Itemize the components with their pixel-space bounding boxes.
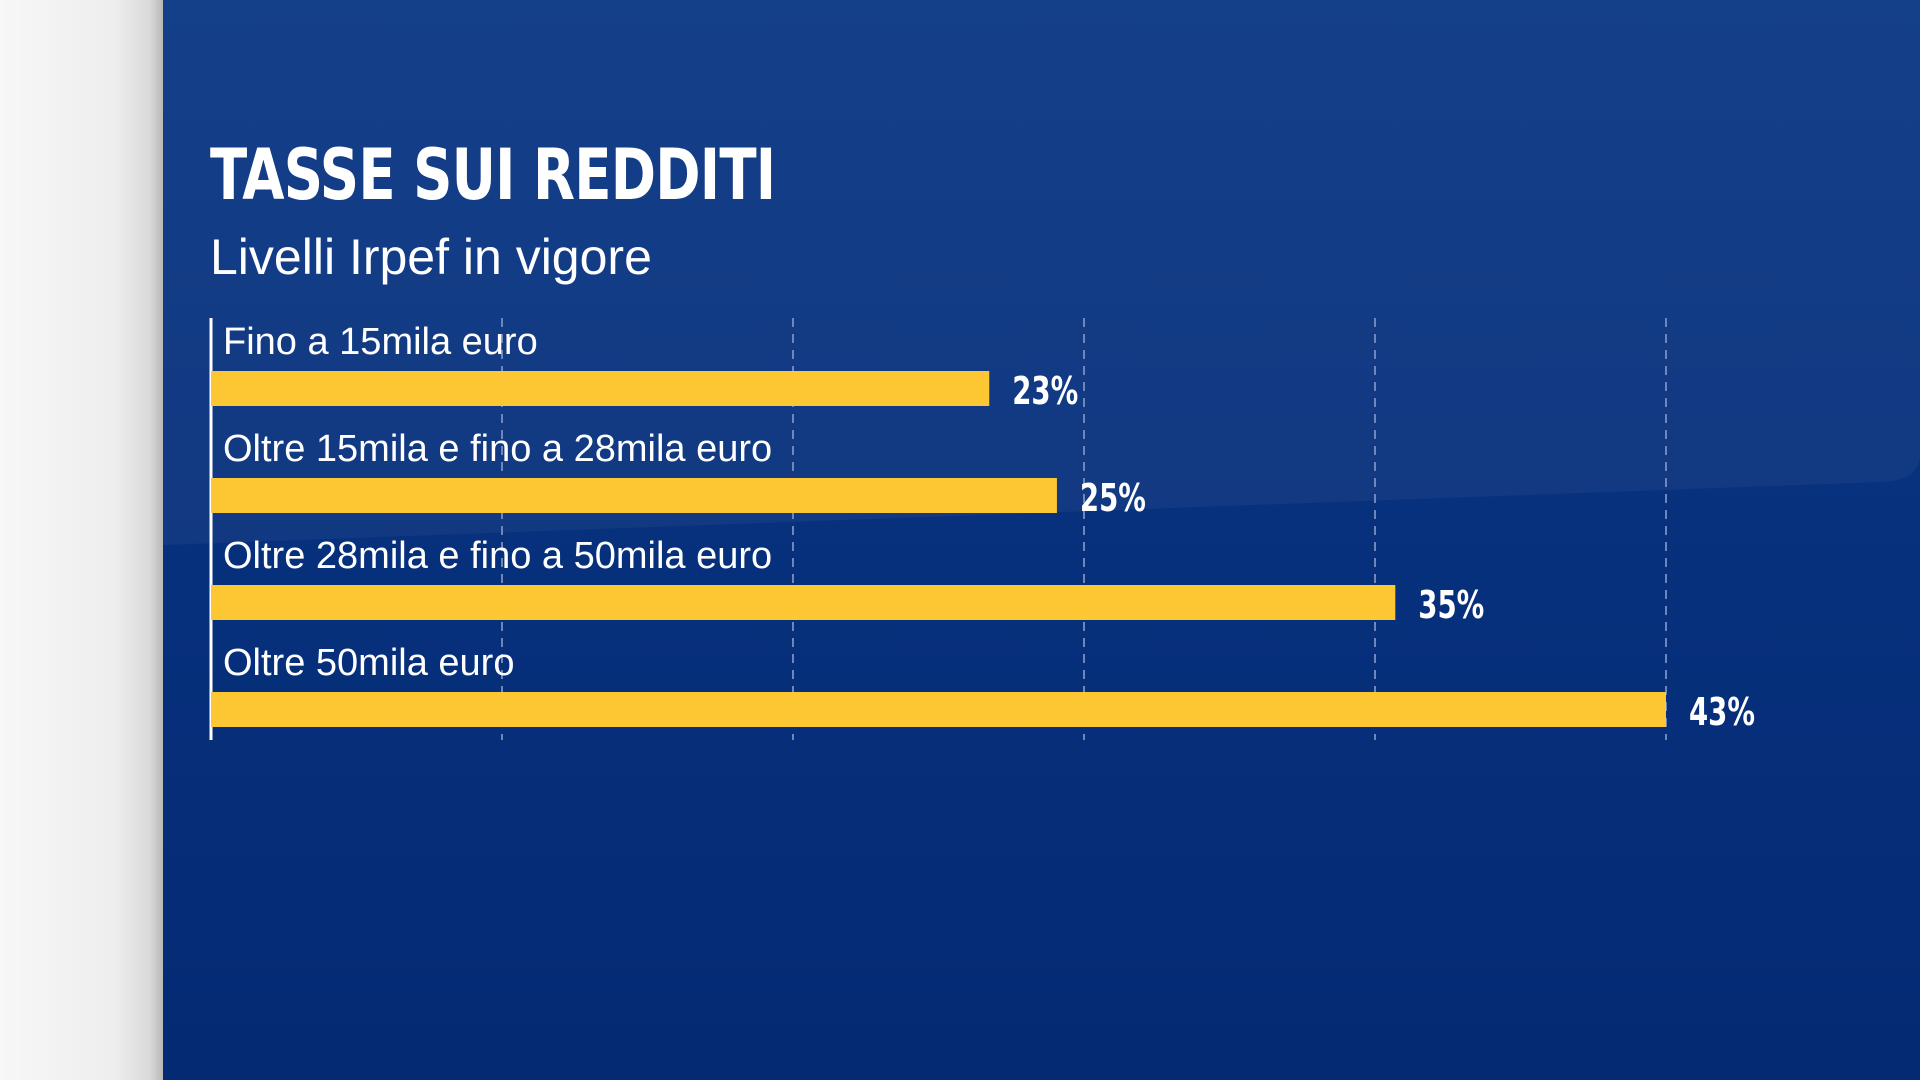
- value-label: 25%: [1080, 476, 1146, 520]
- side-panel: [0, 0, 163, 1080]
- category-label: Oltre 50mila euro: [223, 642, 514, 684]
- bar: [211, 692, 1666, 727]
- category-label: Oltre 28mila e fino a 50mila euro: [223, 535, 772, 577]
- chart-title: TASSE SUI REDDITI: [210, 134, 776, 216]
- bars: Fino a 15mila euro 23% Oltre 15mila e fino…: [211, 321, 1755, 734]
- bar: [211, 585, 1396, 620]
- value-label: 23%: [1012, 369, 1078, 413]
- bar-row: Oltre 15mila e fino a 28mila euro 25%: [211, 428, 1146, 520]
- bar: [211, 478, 1057, 513]
- value-label: 35%: [1418, 583, 1484, 627]
- chart-subtitle: Livelli Irpef in vigore: [210, 229, 652, 285]
- category-label: Fino a 15mila euro: [223, 321, 538, 363]
- bar-row: Oltre 28mila e fino a 50mila euro 35%: [211, 535, 1484, 627]
- value-label: 43%: [1689, 690, 1755, 734]
- category-label: Oltre 15mila e fino a 28mila euro: [223, 428, 772, 470]
- bar: [211, 371, 990, 406]
- bar-row: Fino a 15mila euro 23%: [211, 321, 1078, 413]
- bar-row: Oltre 50mila euro 43%: [211, 642, 1755, 734]
